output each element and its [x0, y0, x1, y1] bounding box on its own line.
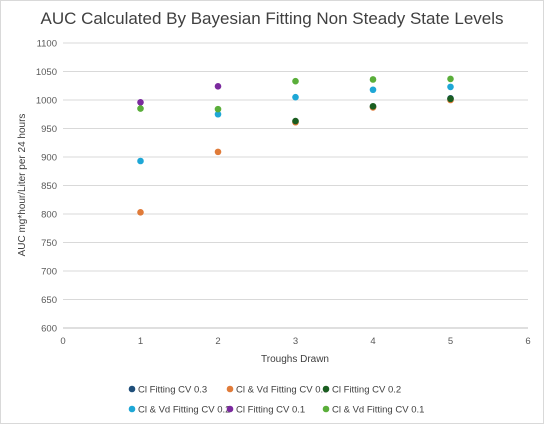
data-point — [447, 95, 454, 103]
legend-label: Cl & Vd Fitting CV 0.3 — [236, 385, 328, 396]
legend: Cl Fitting CV 0.3 Cl & Vd Fitting CV 0.3 C… — [128, 385, 424, 416]
data-point — [369, 86, 377, 94]
data-point — [292, 117, 299, 125]
x-tick-label: 5 — [448, 336, 453, 347]
x-tick-label: 4 — [370, 336, 375, 347]
data-point — [447, 83, 454, 91]
data-point — [214, 83, 222, 90]
legend-label: Cl Fitting CV 0.2 — [332, 385, 401, 396]
y-tick-label: 600 — [41, 324, 57, 335]
x-tick-labels: 0 1 2 3 4 5 6 — [60, 336, 530, 347]
y-tick-label: 700 — [41, 267, 57, 278]
x-tick-label: 3 — [293, 336, 298, 347]
y-tick-label: 1000 — [36, 96, 57, 107]
data-point — [292, 93, 299, 101]
y-tick-label: 850 — [41, 181, 57, 192]
gridlines — [63, 42, 528, 300]
data-point — [369, 76, 377, 83]
data-point — [214, 110, 222, 118]
x-tick-label: 0 — [60, 336, 65, 347]
data-point — [292, 77, 299, 85]
y-tick-label: 1100 — [37, 39, 57, 50]
data-point — [447, 75, 454, 83]
data-point — [214, 105, 222, 113]
legend-label: Cl Fitting CV 0.1 — [236, 405, 305, 416]
y-tick-labels: 600 650 700 750 800 850 900 950 1000 1050 1100 — [36, 39, 57, 335]
legend-marker — [128, 405, 136, 413]
legend-marker — [226, 405, 234, 413]
data-point — [137, 98, 144, 106]
data-point — [137, 105, 144, 112]
chart-title: AUC Calculated By Bayesian Fitting Non S… — [40, 9, 503, 28]
data-point — [214, 148, 222, 156]
data-points — [137, 75, 454, 216]
legend-marker — [322, 385, 330, 393]
legend-label: Cl & Vd Fitting CV 0.2 — [138, 405, 230, 416]
data-point — [137, 208, 144, 216]
x-tick-label: 6 — [525, 336, 530, 347]
y-tick-label: 1050 — [36, 67, 57, 78]
legend-marker — [322, 405, 330, 413]
x-tick-label: 2 — [215, 336, 220, 347]
y-tick-label: 650 — [41, 295, 57, 306]
data-point — [369, 102, 377, 110]
data-point — [137, 157, 144, 165]
legend-marker — [128, 385, 136, 393]
y-tick-label: 950 — [41, 124, 57, 135]
legend-label: Cl & Vd Fitting CV 0.1 — [332, 405, 424, 416]
legend-label: Cl Fitting CV 0.3 — [138, 385, 207, 396]
legend-marker — [226, 385, 234, 393]
y-tick-label: 750 — [41, 238, 57, 249]
y-tick-label: 800 — [41, 210, 57, 221]
y-tick-label: 900 — [41, 153, 57, 164]
x-tick-label: 1 — [138, 336, 143, 347]
x-axis-title: Troughs Drawn — [261, 354, 329, 365]
y-axis-title: AUC mg*hour/Liter per 24 hours — [17, 114, 28, 257]
